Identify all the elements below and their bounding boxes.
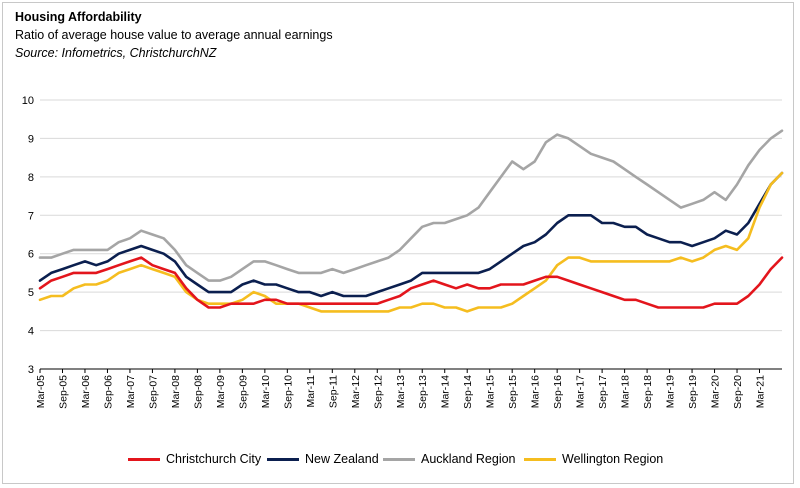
x-tick-label: Mar-10 xyxy=(260,375,272,408)
x-tick-label: Sep-20 xyxy=(732,375,744,409)
x-tick-label: Sep-05 xyxy=(57,375,69,409)
x-tick-label: Sep-09 xyxy=(237,375,249,409)
gridlines xyxy=(40,99,782,332)
y-tick-label: 5 xyxy=(28,287,34,299)
x-tick-label: Sep-13 xyxy=(417,375,429,409)
x-tick-label: Sep-12 xyxy=(372,375,384,409)
legend-swatch-new-zealand xyxy=(267,457,299,461)
x-tick-label: Mar-16 xyxy=(530,375,542,408)
x-tick-label: Mar-06 xyxy=(80,375,92,408)
legend: Christchurch City New Zealand Auckland R… xyxy=(0,452,800,474)
x-tick-label: Mar-13 xyxy=(395,375,407,408)
y-tick-label: 7 xyxy=(28,210,34,222)
x-tick-label: Mar-08 xyxy=(170,375,182,408)
legend-item-new-zealand: New Zealand xyxy=(267,452,379,466)
x-tick-label: Mar-14 xyxy=(440,375,452,408)
x-tick-label: Sep-08 xyxy=(192,375,204,409)
series-line-auckland-region xyxy=(38,129,784,282)
x-tick-label: Mar-09 xyxy=(215,375,227,408)
chart-title: Housing Affordability xyxy=(15,10,142,24)
x-axis: Mar-05 Sep-05 Mar-06 Sep-06 Mar-07 Sep-07 Mar-… xyxy=(35,368,782,409)
x-tick-label: Mar-07 xyxy=(125,375,137,408)
x-tick-label: Sep-07 xyxy=(147,375,159,409)
chart-frame xyxy=(2,2,794,484)
x-tick-label: Mar-12 xyxy=(350,375,362,408)
x-tick-label: Sep-19 xyxy=(687,375,699,409)
y-axis: 3 4 5 6 7 8 9 10 xyxy=(22,95,34,376)
x-tick-label: Sep-17 xyxy=(597,375,609,409)
x-tick-label: Mar-15 xyxy=(485,375,497,408)
chart-source: Source: Infometrics, ChristchurchNZ xyxy=(15,46,217,60)
legend-item-auckland: Auckland Region xyxy=(383,452,516,466)
legend-item-wellington: Wellington Region xyxy=(524,452,663,466)
legend-swatch-christchurch xyxy=(128,457,160,461)
y-tick-label: 8 xyxy=(28,172,34,184)
legend-swatch-wellington xyxy=(524,457,556,461)
y-tick-label: 4 xyxy=(28,326,34,338)
x-tick-label: Sep-11 xyxy=(327,375,339,408)
x-tick-label: Sep-16 xyxy=(552,375,564,409)
x-tick-label: Mar-18 xyxy=(620,375,632,408)
series-lines xyxy=(38,129,784,313)
x-tick-label: Mar-21 xyxy=(755,375,767,408)
x-tick-label: Sep-14 xyxy=(462,375,474,409)
x-tick-label: Mar-05 xyxy=(35,375,47,408)
x-tick-label: Sep-15 xyxy=(507,375,519,409)
x-tick-label: Sep-06 xyxy=(102,375,114,409)
y-tick-label: 6 xyxy=(28,249,34,261)
series-line-new-zealand xyxy=(38,171,784,298)
x-tick-label: Sep-18 xyxy=(642,375,654,409)
series-line-wellington-region xyxy=(38,171,784,313)
legend-label-wellington: Wellington Region xyxy=(562,452,664,466)
x-tick-label: Mar-19 xyxy=(665,375,677,408)
chart-subtitle: Ratio of average house value to average … xyxy=(15,28,333,42)
x-tick-label: Sep-10 xyxy=(282,375,294,409)
y-tick-label: 9 xyxy=(28,133,34,145)
series-line-christchurch-city xyxy=(38,256,784,309)
legend-label-christchurch: Christchurch City xyxy=(166,452,262,466)
legend-label-auckland: Auckland Region xyxy=(421,452,516,466)
y-tick-label: 10 xyxy=(22,95,34,107)
y-tick-label: 3 xyxy=(28,364,34,376)
x-tick-label: Mar-11 xyxy=(305,375,317,408)
legend-label-new-zealand: New Zealand xyxy=(305,452,379,466)
legend-item-christchurch: Christchurch City xyxy=(128,452,261,466)
x-tick-label: Mar-20 xyxy=(710,375,722,408)
x-tick-label: Mar-17 xyxy=(575,375,587,408)
legend-swatch-auckland xyxy=(383,457,415,461)
